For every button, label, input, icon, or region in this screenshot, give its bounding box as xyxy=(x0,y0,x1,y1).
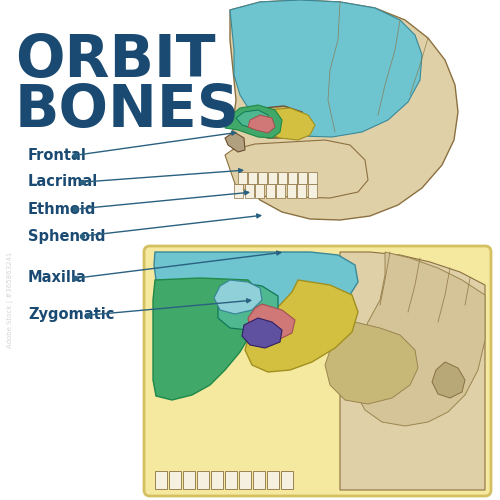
Bar xyxy=(238,172,246,184)
Bar xyxy=(211,471,223,489)
Polygon shape xyxy=(325,322,418,404)
Bar xyxy=(197,471,209,489)
Bar xyxy=(258,172,266,184)
Bar xyxy=(225,471,237,489)
Bar xyxy=(288,172,296,184)
Text: Maxilla: Maxilla xyxy=(28,270,87,285)
Polygon shape xyxy=(248,304,295,340)
Bar xyxy=(268,172,276,184)
Bar xyxy=(298,172,306,184)
Text: ORBIT: ORBIT xyxy=(15,32,216,88)
Bar xyxy=(276,184,285,198)
Polygon shape xyxy=(248,115,275,133)
Polygon shape xyxy=(154,252,358,316)
Polygon shape xyxy=(245,280,358,372)
Polygon shape xyxy=(225,140,368,198)
Bar xyxy=(239,471,251,489)
Polygon shape xyxy=(236,110,268,130)
Bar xyxy=(286,184,296,198)
Polygon shape xyxy=(352,252,485,426)
Polygon shape xyxy=(153,278,260,400)
Bar xyxy=(253,471,265,489)
Polygon shape xyxy=(245,106,308,138)
Text: Ethmoid: Ethmoid xyxy=(28,202,96,216)
Bar xyxy=(297,184,306,198)
Text: BONES: BONES xyxy=(15,82,240,138)
Polygon shape xyxy=(218,282,278,330)
Text: Frontal: Frontal xyxy=(28,148,87,162)
Bar xyxy=(267,471,279,489)
Polygon shape xyxy=(242,318,282,348)
Polygon shape xyxy=(340,252,485,490)
Text: Lacrimal: Lacrimal xyxy=(28,174,98,190)
Polygon shape xyxy=(230,0,422,137)
Bar xyxy=(169,471,181,489)
Polygon shape xyxy=(225,105,282,138)
FancyBboxPatch shape xyxy=(144,246,491,496)
Bar xyxy=(183,471,195,489)
Polygon shape xyxy=(432,362,465,398)
Text: Zygomatic: Zygomatic xyxy=(28,308,115,322)
Polygon shape xyxy=(248,108,315,140)
Bar xyxy=(244,184,254,198)
Bar xyxy=(278,172,286,184)
Bar xyxy=(308,172,316,184)
Bar xyxy=(155,471,167,489)
Bar xyxy=(255,184,264,198)
Bar xyxy=(281,471,293,489)
Text: Adobe Stock | #365863241: Adobe Stock | #365863241 xyxy=(7,252,14,348)
Bar xyxy=(308,184,316,198)
Polygon shape xyxy=(225,132,245,152)
Polygon shape xyxy=(214,280,262,314)
Text: Sphenoid: Sphenoid xyxy=(28,228,106,244)
Bar xyxy=(234,184,243,198)
Polygon shape xyxy=(230,0,458,220)
Bar xyxy=(248,172,256,184)
Bar xyxy=(266,184,274,198)
